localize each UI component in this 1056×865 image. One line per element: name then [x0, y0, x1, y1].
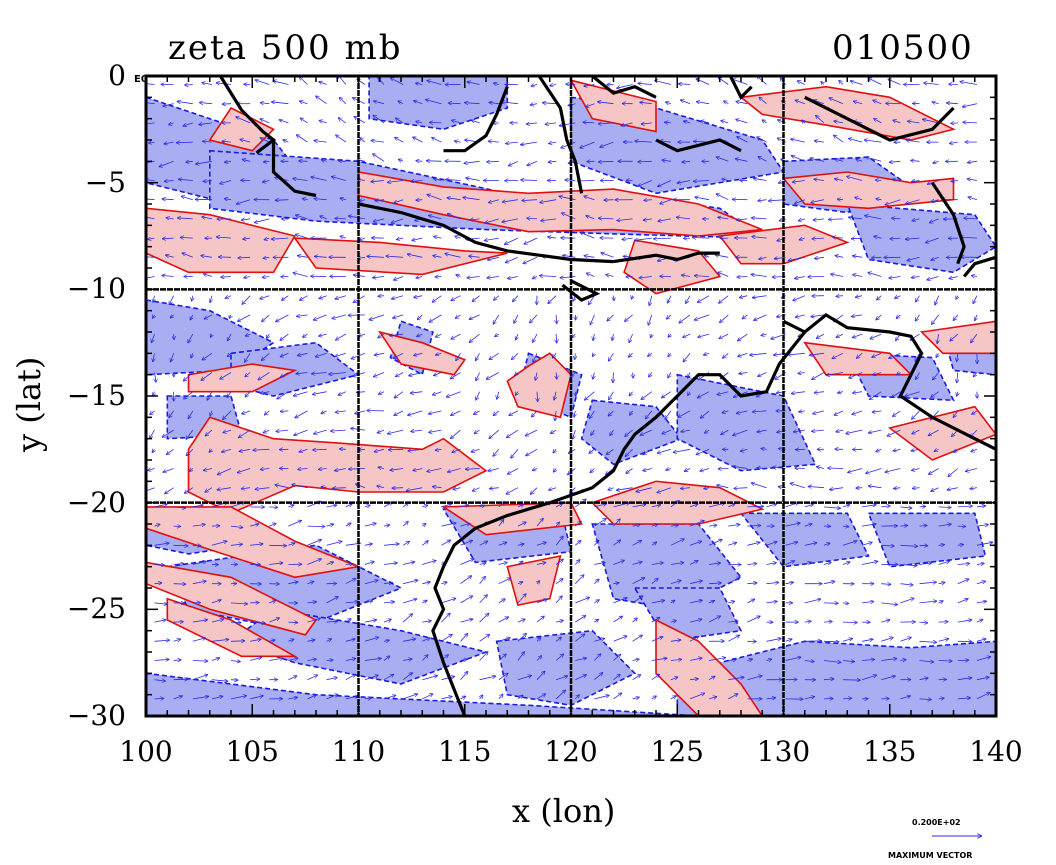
x-tick-label: 105 [212, 735, 292, 768]
y-tick-label: −25 [4, 592, 126, 625]
wind-vector [308, 526, 326, 527]
wind-vector [939, 622, 949, 623]
max-vector-value: 0.200E+02 [912, 818, 961, 827]
wind-vector [231, 641, 245, 642]
wind-vector [269, 545, 287, 546]
wind-vector [948, 84, 958, 85]
wind-vector [626, 277, 633, 278]
wind-vector [193, 545, 202, 546]
x-tick-label: 130 [744, 735, 824, 768]
wind-vector [604, 200, 614, 201]
wind-vector [335, 218, 346, 219]
x-tick-label: 140 [956, 735, 1036, 768]
y-tick-label: 0 [4, 59, 126, 92]
x-tick-label: 125 [637, 735, 717, 768]
wind-vector [155, 698, 165, 699]
wind-vector [843, 622, 858, 623]
wind-vector [805, 641, 822, 642]
wind-vector [920, 545, 929, 546]
wind-vector [174, 679, 189, 680]
y-tick-label: −20 [4, 486, 126, 519]
wind-vector [794, 468, 804, 469]
max-vector-label: MAXIMUM VECTOR [888, 851, 972, 860]
x-tick-label: 120 [531, 735, 611, 768]
wind-vector [298, 161, 307, 162]
wind-vector [174, 334, 175, 340]
wind-vector [222, 104, 231, 105]
y-tick-label: −30 [4, 699, 126, 732]
wind-vector [392, 488, 403, 489]
wind-vector [429, 122, 441, 123]
wind-vector [174, 584, 187, 585]
x-tick-label: 100 [106, 735, 186, 768]
wind-vector [388, 449, 403, 450]
wind-vector [231, 680, 238, 681]
y-tick-label: −10 [4, 272, 126, 305]
x-tick-label: 110 [319, 735, 399, 768]
y-axis-title: y (lat) [10, 357, 48, 452]
wind-vector [827, 468, 843, 469]
x-tick-label: 115 [425, 735, 505, 768]
y-tick-label: −5 [4, 166, 126, 199]
x-axis-title: x (lon) [512, 792, 615, 830]
wind-vector [339, 449, 346, 450]
wind-vector [348, 315, 365, 316]
x-tick-label: 135 [850, 735, 930, 768]
wind-vector [843, 680, 861, 681]
wind-vector [435, 277, 442, 278]
wind-vector [856, 488, 863, 489]
